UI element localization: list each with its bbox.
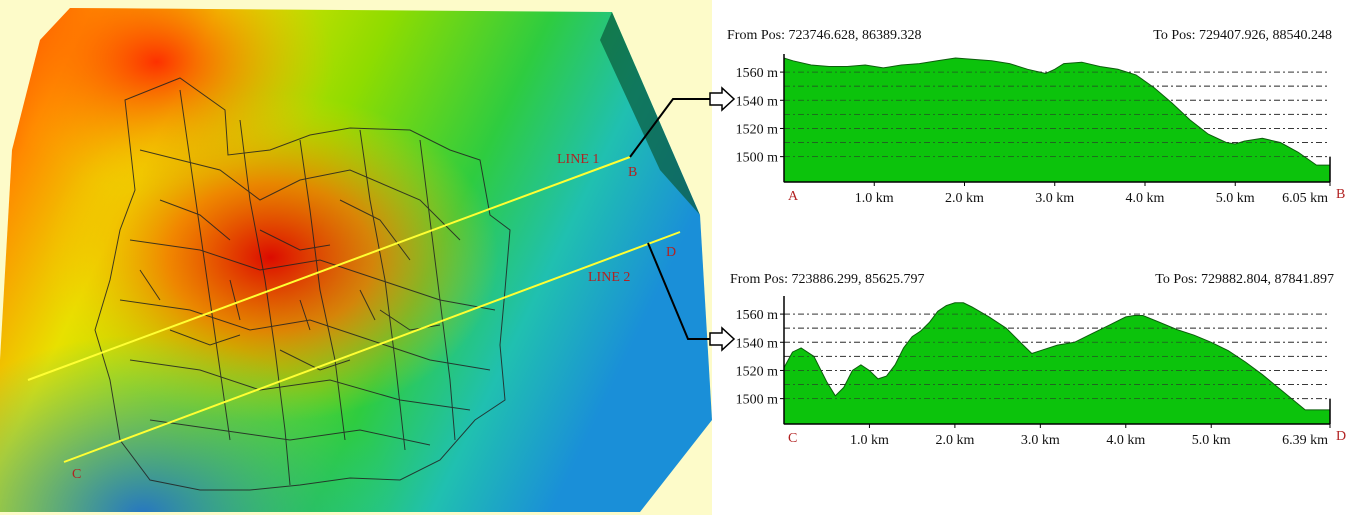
profile-2-elevation-area — [783, 302, 1331, 425]
profile-1-y-tick-label: 1540 m — [736, 94, 779, 109]
profile-2-x-tick-label: 5.0 km — [1192, 433, 1231, 448]
endpoint-b-label: B — [628, 165, 637, 180]
profile-2-y-tick-label: 1500 m — [736, 393, 779, 408]
profile-1-x-tick-label: 4.0 km — [1126, 191, 1165, 206]
profile-2-to-pos: To Pos: 729882.804, 87841.897 — [1155, 272, 1334, 287]
profile-2-y-tick-label: 1560 m — [736, 308, 779, 323]
profile-1-x-tick-label: 5.0 km — [1216, 191, 1255, 206]
profile-panel: From Pos: 723746.628, 86389.328 To Pos: … — [712, 0, 1350, 515]
endpoint-c-label: C — [72, 467, 81, 482]
profile-1-start-label: A — [788, 189, 799, 204]
line-1-label: LINE 1 — [557, 152, 599, 167]
elevation-map-panel: LINE 1 LINE 2 B C D — [0, 0, 712, 515]
profile-2-start-label: C — [788, 431, 797, 446]
parcel-network — [94, 77, 511, 491]
profile-1-y-tick-label: 1500 m — [736, 151, 779, 166]
profile-1-y-tick-label: 1520 m — [736, 122, 779, 137]
profile-2-y-tick-label: 1540 m — [736, 336, 779, 351]
profile-1-end-label: B — [1336, 187, 1345, 202]
profile-1-elevation-area — [783, 57, 1331, 183]
profile-2-x-tick-label: 3.0 km — [1021, 433, 1060, 448]
profile-2-x-tick-label: 1.0 km — [850, 433, 889, 448]
profile-1-chart: 1560 m 1540 m 1520 m 1500 m 1.0 km 2.0 km 3.0 … — [736, 54, 1345, 206]
profile-2-x-tick-label: 2.0 km — [935, 433, 974, 448]
profile-2-x-tick-label: 6.39 km — [1282, 433, 1328, 448]
profile-1-to-pos: To Pos: 729407.926, 88540.248 — [1153, 28, 1332, 43]
profile-2-chart: 1560 m 1540 m 1520 m 1500 m 1.0 km 2.0 km 3.0 … — [736, 296, 1346, 448]
line-2-label: LINE 2 — [588, 270, 630, 285]
profile-1-x-tick-label: 3.0 km — [1035, 191, 1074, 206]
elevation-map: LINE 1 LINE 2 B C D — [0, 8, 712, 512]
profile-1-x-tick-label: 6.05 km — [1282, 191, 1328, 206]
profile-2-from-pos: From Pos: 723886.299, 85625.797 — [730, 272, 925, 287]
profile-2-y-tick-label: 1520 m — [736, 364, 779, 379]
profile-1-x-tick-label: 1.0 km — [855, 191, 894, 206]
endpoint-d-label: D — [666, 245, 676, 260]
profile-1-from-pos: From Pos: 723746.628, 86389.328 — [727, 28, 922, 43]
profile-2-end-label: D — [1336, 429, 1346, 444]
line-2 — [63, 231, 681, 463]
terrain-surface — [0, 8, 712, 512]
line-1 — [27, 156, 631, 381]
profile-1-y-tick-label: 1560 m — [736, 66, 779, 81]
profile-1-x-tick-label: 2.0 km — [945, 191, 984, 206]
profile-2-x-tick-label: 4.0 km — [1106, 433, 1145, 448]
